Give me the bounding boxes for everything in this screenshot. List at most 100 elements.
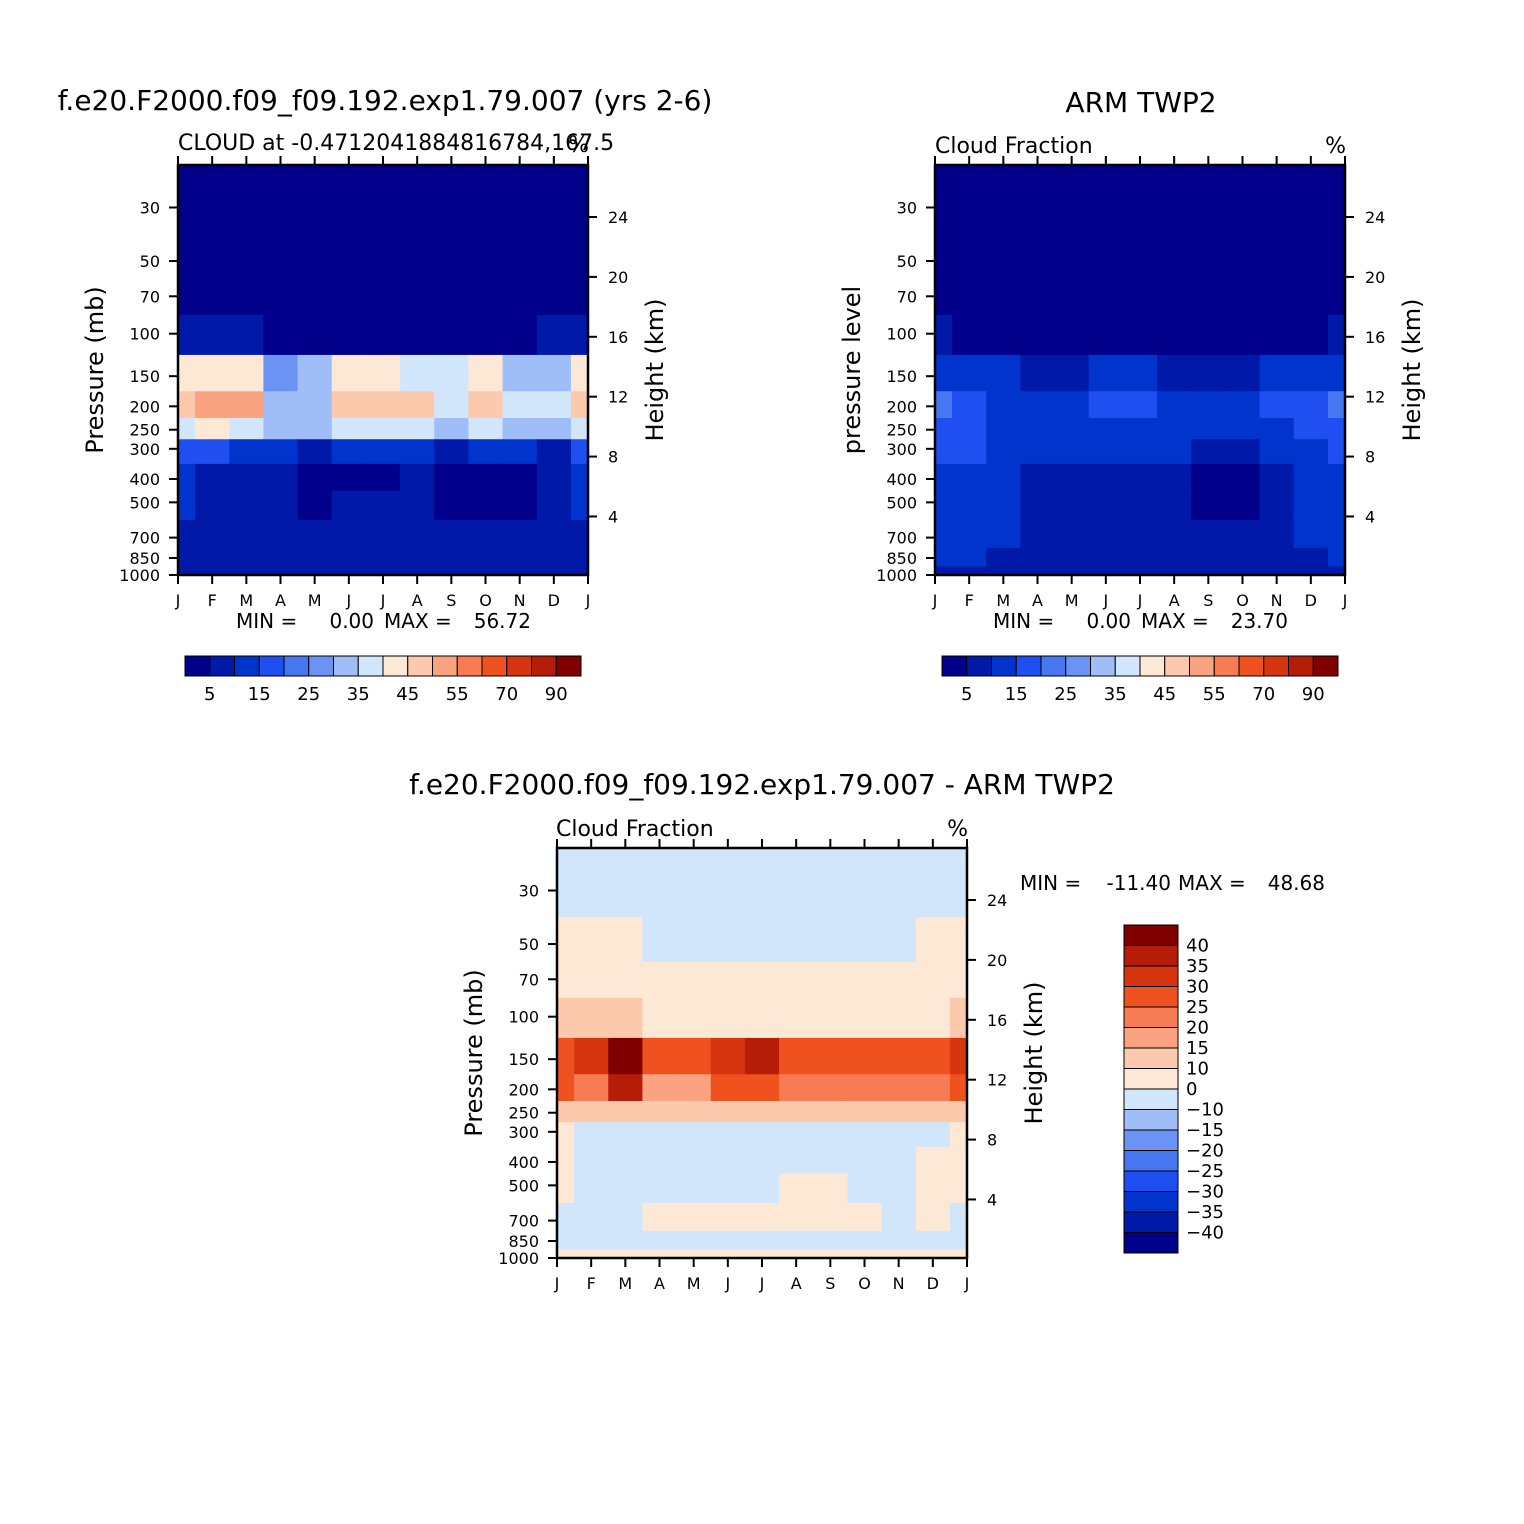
height-tick-label: 4 [608,507,618,526]
heatmap-cell [1293,566,1329,576]
x-tick-label: J [964,1274,970,1293]
heatmap-cell [608,917,644,963]
heatmap-cell [297,278,333,316]
y-tick-label: 200 [886,397,917,416]
height-tick-label: 8 [608,448,618,467]
heatmap-cell [178,165,196,235]
colorbar-box [1263,655,1289,677]
heatmap-cell [710,1230,746,1251]
heatmap-cell [952,165,987,235]
heatmap-cell [1293,490,1329,521]
heatmap-cell [1054,314,1090,356]
heatmap-cell [365,391,401,419]
heatmap-cell [847,997,883,1039]
colorbar-label: −25 [1186,1161,1224,1182]
heatmap-cell [952,519,987,549]
x-tick-label: D [1305,591,1317,610]
heatmap-cell [710,997,746,1039]
heatmap-cell [178,278,196,316]
colorbar-box [941,655,968,677]
heatmap-cell [297,165,333,235]
heatmap-cell [949,1202,968,1232]
heatmap-cell [263,566,299,576]
heatmap-cell [986,234,1022,280]
heatmap-cell [1191,278,1227,316]
heatmap-cell [1327,354,1346,392]
heatmap-cell [986,314,1022,356]
heatmap-cell [1293,519,1329,549]
heatmap-cell [400,519,435,549]
heatmap-cell [195,519,230,549]
heatmap-cell [434,234,470,280]
colorbar-label: −20 [1186,1141,1224,1162]
heatmap-cell [570,490,589,521]
heatmap-cell [1191,547,1227,568]
heatmap-cell [952,391,987,419]
heatmap-cell [881,1074,917,1102]
y-tick-label: 850 [129,549,160,568]
heatmap-cell [178,354,196,392]
height-tick-label: 16 [608,328,628,347]
heatmap-cell [1157,278,1192,316]
heatmap-cell [676,961,712,999]
heatmap-cell [195,354,230,392]
y-tick-label: 700 [508,1212,539,1231]
heatmap-cell [1122,391,1158,419]
colorbar-box [1123,1191,1179,1213]
y-tick-label: 700 [129,529,160,548]
heatmap-cell [676,1074,712,1102]
heatmap-cell [986,278,1022,316]
colorbar-label: 20 [1186,1018,1209,1039]
y-tick-label: 50 [519,935,539,954]
heatmap-cell [557,997,575,1039]
heatmap-cell [1020,234,1056,280]
panel-diff-min-value: -11.40 [1107,871,1171,895]
heatmap-cell [608,1122,644,1148]
panel-model-max-value: 56.72 [474,609,531,633]
heatmap-cell [1259,391,1295,419]
panel-model-max-label: MAX = [384,609,452,633]
heatmap-cell [574,1122,609,1148]
heatmap-cell [608,1037,644,1075]
heatmap-cell [952,354,987,392]
heatmap-cell [949,1173,968,1204]
heatmap-cell [1054,278,1090,316]
y-tick-label: 1000 [498,1249,539,1268]
y-tick-label: 500 [508,1176,539,1195]
x-tick-label: J [380,591,386,610]
heatmap-cell [297,439,333,465]
y-tick-label: 50 [897,252,917,271]
heatmap-cell [434,418,470,440]
heatmap-cell [1122,490,1158,521]
heatmap-cell [229,418,265,440]
colorbar-label: 40 [1186,936,1209,957]
heatmap-cell [1259,439,1295,465]
heatmap-cell [297,463,333,492]
x-tick-label: A [1169,591,1180,610]
heatmap-cell [642,1146,678,1175]
heatmap-cell [779,1230,814,1251]
heatmap-cell [229,278,265,316]
heatmap-cell [570,278,589,316]
heatmap-cell [365,314,401,356]
heatmap-cell [557,1202,575,1232]
heatmap-cell [1122,354,1158,392]
heatmap-cell [468,566,504,576]
x-tick-label: N [893,1274,905,1293]
colorbar-box [1123,1150,1179,1172]
colorbar-label: 5 [961,684,972,705]
heatmap-cell [642,848,678,918]
heatmap-cell [557,917,575,963]
heatmap-cell [468,165,504,235]
y-tick-label: 300 [129,440,160,459]
heatmap-cell [263,314,299,356]
colorbar-label: 55 [1203,684,1226,705]
colorbar-label: 90 [545,684,568,705]
heatmap-cell [935,165,953,235]
y-tick-label: 70 [519,970,539,989]
y-tick-label: 50 [140,252,160,271]
heatmap-cell [1157,314,1192,356]
heatmap-cell [881,961,917,999]
heatmap-cell [847,1249,883,1259]
x-tick-label: J [1137,591,1143,610]
